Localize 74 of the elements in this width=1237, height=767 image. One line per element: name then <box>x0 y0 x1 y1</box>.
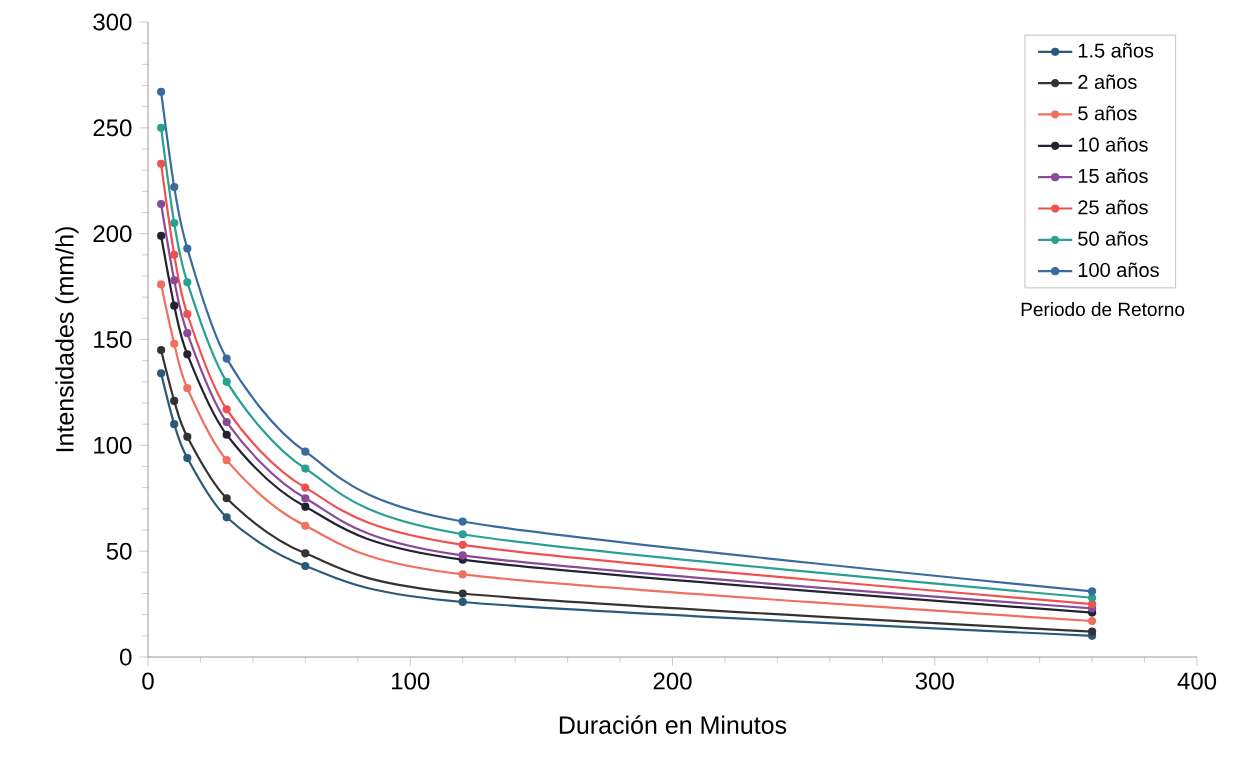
point <box>170 183 179 192</box>
legend-title: Periodo de Retorno <box>1021 302 1185 317</box>
y-axis-title: Intensidades (mm/h) <box>55 227 79 452</box>
point <box>458 540 467 549</box>
point <box>170 396 179 405</box>
legend-label: 5 años <box>1078 105 1137 121</box>
legend-label: 100 años <box>1078 262 1159 278</box>
x-tick-label: 100 <box>392 672 430 690</box>
point <box>183 244 192 253</box>
point <box>301 464 310 473</box>
x-tick-label: 0 <box>142 672 154 690</box>
point <box>222 377 231 386</box>
point <box>222 456 231 465</box>
point <box>157 199 166 209</box>
point <box>222 417 231 427</box>
legend-label: 2 años <box>1078 74 1137 89</box>
point <box>301 502 310 511</box>
point <box>170 276 179 285</box>
x-tick-label: 200 <box>653 672 692 690</box>
legend-label: 10 años <box>1078 137 1148 152</box>
point <box>157 369 166 378</box>
y-tick-label: 100 <box>94 436 132 454</box>
x-tick-label: 400 <box>1177 672 1217 690</box>
y-tick-label: 200 <box>93 225 132 243</box>
legend-label: 25 años <box>1078 199 1148 215</box>
point <box>157 280 166 289</box>
point <box>183 310 192 319</box>
x-axis-title: Duración en Minutos <box>559 715 787 734</box>
point <box>1088 616 1097 626</box>
point <box>222 354 231 363</box>
point <box>458 551 467 560</box>
point <box>170 218 179 228</box>
point <box>157 123 166 132</box>
legend-label: 1.5 años <box>1078 43 1154 58</box>
point <box>170 420 179 429</box>
y-tick-label: 150 <box>94 331 132 348</box>
point <box>222 513 231 522</box>
point <box>183 350 192 359</box>
y-tick-label: 250 <box>93 119 132 137</box>
point <box>1088 587 1097 596</box>
point <box>301 447 310 456</box>
point <box>1088 627 1097 636</box>
point <box>458 589 467 598</box>
point <box>301 549 310 558</box>
point <box>170 250 179 259</box>
point <box>301 561 310 571</box>
point <box>157 159 166 168</box>
point <box>301 521 310 530</box>
y-tick-label: 50 <box>106 542 132 560</box>
point <box>222 430 231 439</box>
point <box>183 453 192 463</box>
point <box>1088 593 1097 602</box>
point <box>170 339 179 348</box>
point <box>183 432 192 441</box>
point <box>183 384 192 393</box>
point <box>301 494 310 503</box>
point <box>157 231 166 240</box>
legend-label: 50 años <box>1078 231 1148 246</box>
point <box>222 494 231 503</box>
point <box>183 329 192 338</box>
point <box>183 278 192 287</box>
point <box>458 597 467 607</box>
point <box>157 87 166 96</box>
point <box>458 570 467 579</box>
point <box>458 530 467 539</box>
legend-label: 15 años <box>1078 168 1148 184</box>
point <box>170 301 179 310</box>
point <box>301 483 310 492</box>
point <box>458 517 467 526</box>
y-tick-label: 300 <box>93 13 132 31</box>
x-tick-label: 300 <box>915 672 954 690</box>
point <box>222 405 231 414</box>
point <box>157 345 166 355</box>
y-tick-label: 0 <box>119 648 132 666</box>
